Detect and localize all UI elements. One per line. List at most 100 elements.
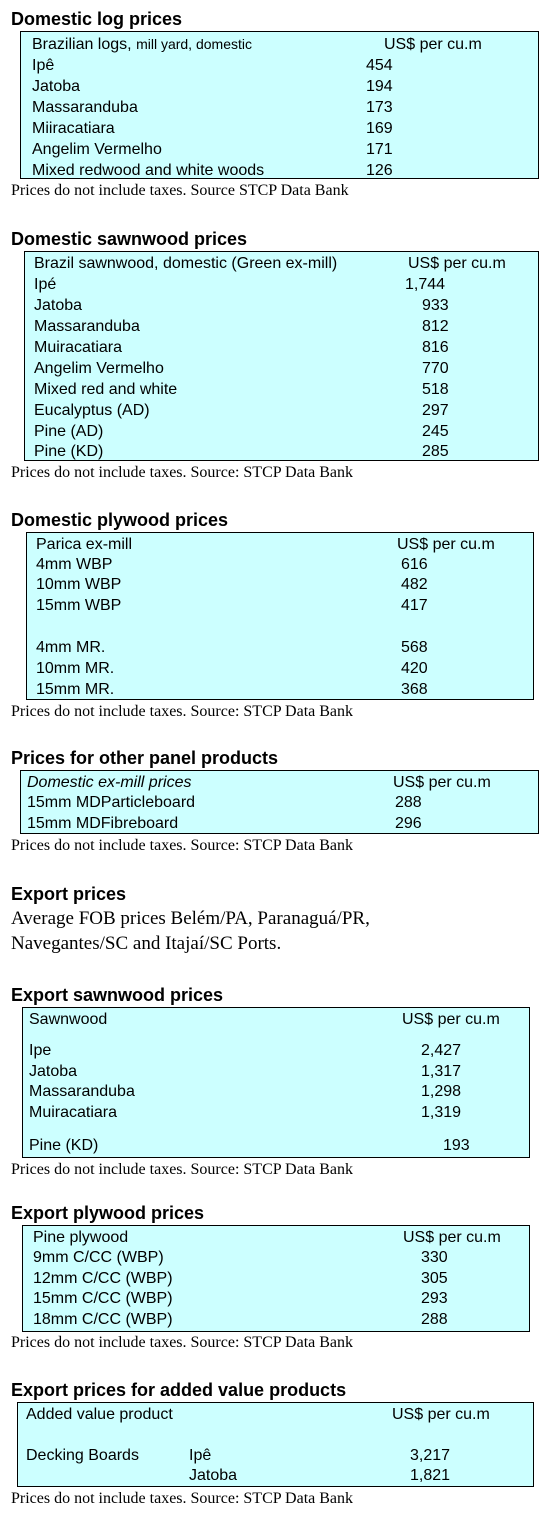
source-note: Prices do not include taxes. Source: STC… — [11, 1161, 354, 1178]
export-plywood-heading: Export plywood prices — [11, 1203, 205, 1223]
table-header: Sawnwood US$ per cu.m — [23, 1009, 529, 1030]
row-value: 169 — [366, 120, 393, 137]
row-value: 770 — [422, 360, 449, 377]
header-label: Added value product — [26, 1406, 173, 1423]
source-note: Prices do not include taxes. Source: STC… — [11, 1334, 354, 1351]
row-value: 288 — [395, 794, 422, 811]
table-row: Miiracatiara 169 — [21, 118, 538, 139]
table-row: Ipê 454 — [21, 55, 538, 76]
table-row: Ipé 1,744 — [25, 274, 538, 295]
row-value: 293 — [421, 1290, 448, 1307]
unit-header: US$ per cu.m — [402, 1011, 500, 1028]
row-value: 1,821 — [410, 1467, 451, 1484]
row-label: Muiracatiara — [34, 339, 123, 356]
table-row: 18mm C/CC (WBP) 288 — [23, 1309, 529, 1330]
row-label: 15mm MR. — [36, 681, 115, 698]
row-value: 1,317 — [421, 1063, 462, 1080]
other-panels-table: Domestic ex-mill prices US$ per cu.m 15mm… — [20, 770, 539, 834]
table-header: Pine plywood US$ per cu.m — [23, 1227, 529, 1248]
row-value: 288 — [421, 1311, 448, 1328]
added-value-heading: Export prices for added value products — [11, 1380, 347, 1400]
unit-header: US$ per cu.m — [393, 774, 491, 791]
table-row: 15mm MDParticleboard 288 — [21, 792, 538, 813]
row-label: Jatoba — [189, 1467, 238, 1484]
row-label: Jatoba — [34, 297, 83, 314]
table-row: 9mm C/CC (WBP) 330 — [23, 1247, 529, 1268]
row-value: 285 — [422, 443, 449, 460]
export-prices-heading: Export prices — [11, 884, 127, 904]
table-header: Domestic ex-mill prices US$ per cu.m — [21, 772, 538, 793]
row-label: Muiracatiara — [29, 1104, 118, 1121]
header-label: Parica ex-mill — [36, 536, 133, 553]
row-label: Pine (AD) — [34, 423, 104, 440]
table-row: 15mm MR. 368 — [27, 679, 533, 700]
row-value: 171 — [366, 141, 393, 158]
row-value: 616 — [401, 556, 428, 573]
table-row: Decking Boards Ipê 3,217 — [18, 1445, 533, 1466]
added-value-table: Added value product US$ per cu.m Decking … — [17, 1402, 534, 1487]
row-label: Ipé — [34, 276, 57, 293]
source-note: Prices do not include taxes. Source STCP… — [11, 182, 349, 199]
row-label: 18mm C/CC (WBP) — [33, 1311, 173, 1328]
row-value: 568 — [401, 639, 428, 656]
table-row: 10mm WBP 482 — [27, 574, 533, 595]
row-label: Miiracatiara — [32, 120, 115, 137]
row-label: Pine (KD) — [29, 1137, 99, 1154]
row-category: Decking Boards — [26, 1447, 139, 1464]
source-note: Prices do not include taxes. Source: STC… — [11, 837, 354, 854]
header-sublabel: mill yard, domestic — [136, 36, 252, 52]
row-value: 812 — [422, 318, 449, 335]
table-row: Eucalyptus (AD) 297 — [25, 400, 538, 421]
row-value: 933 — [422, 297, 449, 314]
table-row: Jatoba 933 — [25, 295, 538, 316]
source-note: Prices do not include taxes. Source: STC… — [11, 703, 354, 720]
table-row: Mixed redwood and white woods 126 — [21, 160, 538, 181]
row-value: 454 — [366, 57, 393, 74]
header-label: Brazilian logs, — [32, 36, 132, 53]
table-row: 15mm C/CC (WBP) 293 — [23, 1288, 529, 1309]
table-row: Massaranduba 173 — [21, 97, 538, 118]
row-label: Angelim Vermelho — [34, 360, 164, 377]
table-row: Massaranduba 1,298 — [23, 1081, 529, 1102]
table-row: 15mm MDFibreboard 296 — [21, 813, 538, 834]
table-header: Parica ex-mill US$ per cu.m — [27, 534, 533, 555]
row-label: 15mm C/CC (WBP) — [33, 1290, 173, 1307]
row-value: 1,298 — [421, 1083, 462, 1100]
header-label: Sawnwood — [29, 1011, 108, 1028]
unit-header: US$ per cu.m — [408, 255, 506, 272]
row-value: 330 — [421, 1249, 448, 1266]
table-row: Mixed red and white 518 — [25, 379, 538, 400]
row-label: Massaranduba — [32, 99, 138, 116]
row-label: Massaranduba — [29, 1083, 135, 1100]
row-label: Ipe — [29, 1042, 52, 1059]
row-label: Ipê — [189, 1447, 212, 1464]
row-value: 482 — [401, 576, 428, 593]
row-label: 4mm MR. — [36, 639, 106, 656]
table-row: 12mm C/CC (WBP) 305 — [23, 1268, 529, 1289]
table-row: Pine (AD) 245 — [25, 421, 538, 442]
domestic-log-heading: Domestic log prices — [11, 9, 183, 29]
row-label: Eucalyptus (AD) — [34, 402, 150, 419]
header-label: Domestic ex-mill prices — [27, 774, 192, 791]
table-row: Muiracatiara 1,319 — [23, 1102, 529, 1123]
header-label: Pine plywood — [33, 1229, 129, 1246]
row-value: 296 — [395, 815, 422, 832]
row-value: 245 — [422, 423, 449, 440]
row-label: Pine (KD) — [34, 443, 104, 460]
table-row: Angelim Vermelho 171 — [21, 139, 538, 160]
row-value: 816 — [422, 339, 449, 356]
row-value: 193 — [443, 1137, 470, 1154]
row-value: 297 — [422, 402, 449, 419]
table-row: 4mm MR. 568 — [27, 637, 533, 658]
other-panels-heading: Prices for other panel products — [11, 748, 279, 768]
table-header: Added value product US$ per cu.m — [18, 1404, 533, 1425]
row-value: 194 — [366, 78, 393, 95]
export-plywood-table: Pine plywood US$ per cu.m 9mm C/CC (WBP) 3… — [22, 1225, 530, 1332]
domestic-log-table: Brazilian logs, mill yard, domestic US$ … — [20, 31, 539, 179]
table-row: Pine (KD) 193 — [23, 1135, 529, 1156]
table-row: Jatoba 1,821 — [18, 1465, 533, 1486]
row-label: Mixed redwood and white woods — [32, 162, 265, 179]
row-label: Angelim Vermelho — [32, 141, 162, 158]
row-value: 417 — [401, 597, 428, 614]
row-value: 2,427 — [421, 1042, 462, 1059]
